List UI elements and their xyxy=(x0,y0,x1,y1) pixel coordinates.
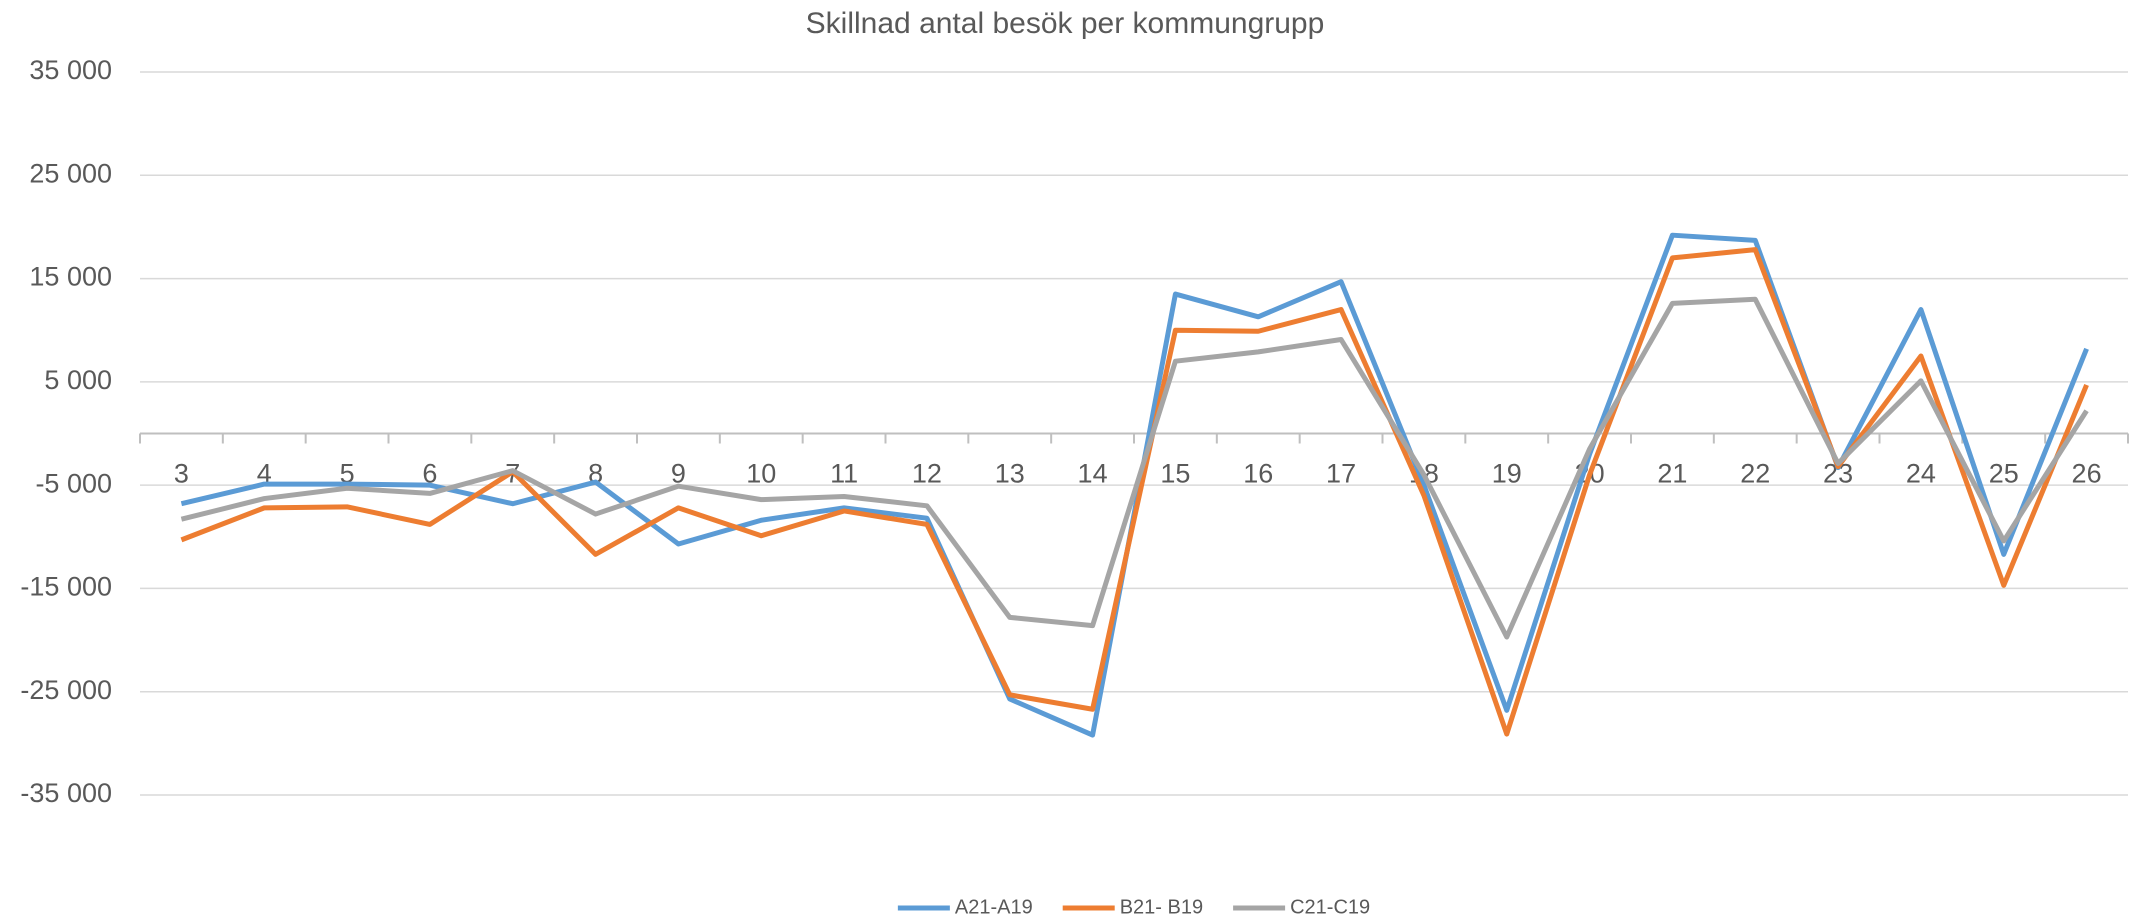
y-tick-label: -15 000 xyxy=(20,572,112,602)
x-tick-label: 9 xyxy=(671,459,686,489)
legend-label: A21-A19 xyxy=(955,896,1033,918)
x-tick-label: 14 xyxy=(1078,459,1108,489)
y-tick-label: 5 000 xyxy=(44,365,112,395)
y-tick-label: 15 000 xyxy=(29,262,112,292)
y-tick-label: -5 000 xyxy=(35,468,112,498)
y-tick-label: 25 000 xyxy=(29,158,112,188)
x-tick-label: 6 xyxy=(422,459,437,489)
legend: A21-A19 B21- B19 C21-C19 xyxy=(897,896,1370,918)
x-tick-label: 4 xyxy=(257,459,272,489)
x-tick-label: 24 xyxy=(1906,459,1936,489)
chart-title: Skillnad antal besök per kommungrupp xyxy=(806,7,1325,40)
x-tick-label: 11 xyxy=(830,459,858,489)
x-tick-label: 13 xyxy=(995,459,1025,489)
legend-item: B21- B19 xyxy=(1062,896,1203,918)
x-tick-label: 21 xyxy=(1657,459,1687,489)
legend-item: A21-A19 xyxy=(897,896,1033,918)
x-tick-label: 15 xyxy=(1160,459,1190,489)
y-tick-label: -35 000 xyxy=(20,778,112,808)
series-line xyxy=(180,247,2089,737)
y-tick-label: 35 000 xyxy=(29,55,112,85)
x-tick-label: 16 xyxy=(1243,459,1273,489)
x-tick-label: 25 xyxy=(1989,459,2019,489)
x-tick-label: 5 xyxy=(340,459,355,489)
legend-label: B21- B19 xyxy=(1120,896,1203,918)
legend-item: C21-C19 xyxy=(1233,896,1370,918)
x-tick-label: 22 xyxy=(1740,459,1770,489)
x-tick-label: 19 xyxy=(1492,459,1522,489)
x-tick-label: 3 xyxy=(174,459,189,489)
x-tick-label: 17 xyxy=(1326,459,1356,489)
x-tick-label: 12 xyxy=(912,459,942,489)
legend-label: C21-C19 xyxy=(1290,896,1370,918)
series-line xyxy=(180,296,2089,640)
y-tick-label: -25 000 xyxy=(20,675,112,705)
x-tick-label: 10 xyxy=(746,459,776,489)
x-tick-label: 26 xyxy=(2072,459,2102,489)
